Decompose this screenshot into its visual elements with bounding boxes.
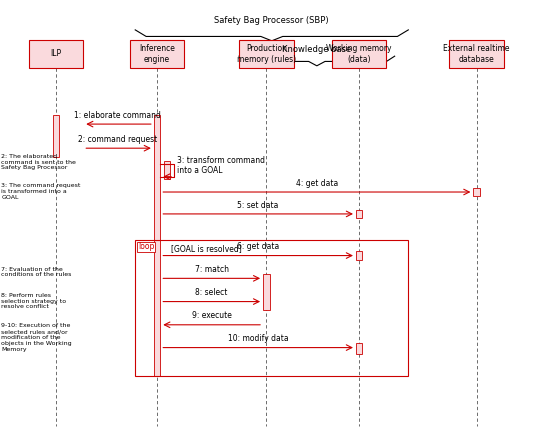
Text: ILP: ILP [51,49,61,59]
Text: Knowledge base: Knowledge base [282,45,351,54]
Text: 6: get data: 6: get data [237,242,279,251]
Bar [164,161,170,179]
Bar [449,40,504,68]
Text: 9-10: Execution of the
selected rules and/or
modification of the
objects in the : 9-10: Execution of the selected rules an… [2,324,72,351]
Bar [473,187,480,196]
Bar [135,240,408,376]
Text: 1: elaborate command: 1: elaborate command [74,111,161,120]
Text: 10: modify data: 10: modify data [228,334,288,343]
Text: 3: transform command
into a GOAL: 3: transform command into a GOAL [177,156,265,176]
Bar [29,40,83,68]
Bar [356,209,362,218]
Text: External realtime
database: External realtime database [444,44,510,64]
Bar [356,251,362,260]
Bar [263,274,270,310]
Bar [356,343,362,354]
Bar [130,40,184,68]
Bar [53,116,59,157]
Text: Safety Bag Processor (SBP): Safety Bag Processor (SBP) [215,16,329,26]
Text: [GOAL is resolved]: [GOAL is resolved] [171,244,242,253]
Text: 9: execute: 9: execute [192,311,232,321]
Text: Working memory
(data): Working memory (data) [327,44,392,64]
Text: 7: match: 7: match [195,265,229,274]
Text: 8: Perform rules
selection strategy to
resolve conflict: 8: Perform rules selection strategy to r… [2,293,66,310]
Text: Inference
engine: Inference engine [139,44,175,64]
Text: Production
memory (rules): Production memory (rules) [237,44,296,64]
Text: 4: get data: 4: get data [296,179,338,187]
Bar [239,40,294,68]
Bar [154,116,160,376]
Text: 8: select: 8: select [195,288,228,297]
Text: 2: command request: 2: command request [78,135,157,144]
Text: 7: Evaluation of the
conditions of the rules: 7: Evaluation of the conditions of the r… [2,266,72,277]
Text: 5: set data: 5: set data [237,201,279,209]
Bar [332,40,386,68]
Text: loop: loop [138,243,154,251]
Text: 2: The elaborated
command is sent to the
Safety Bag Processor: 2: The elaborated command is sent to the… [2,154,76,171]
Text: 3: The command request
is transformed into a
GOAL: 3: The command request is transformed in… [2,183,81,200]
